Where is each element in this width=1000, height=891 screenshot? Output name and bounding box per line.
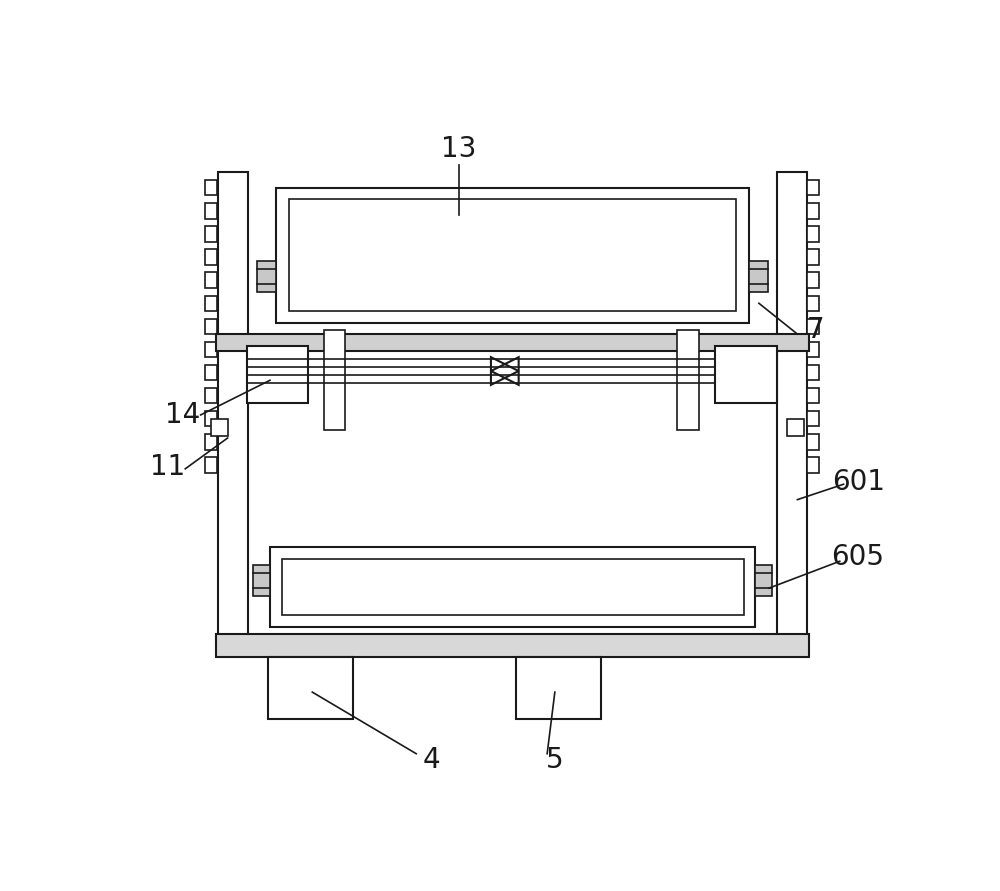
Text: 7: 7 [806,316,824,344]
Bar [807,226,819,241]
Bar [257,261,276,291]
Bar [289,200,736,311]
Bar [216,334,809,351]
Bar [807,342,819,357]
Bar [324,331,345,430]
Bar [516,658,601,719]
Bar [807,296,819,311]
Bar [205,273,217,288]
Bar [807,273,819,288]
Bar [205,180,217,195]
Bar [205,434,217,450]
Bar [807,249,819,265]
Bar [247,346,308,404]
Bar [807,434,819,450]
Bar [807,388,819,404]
Bar [253,565,270,596]
Bar [205,203,217,218]
Bar [268,658,353,719]
Text: 14: 14 [165,401,201,429]
Bar [205,388,217,404]
Bar [807,319,819,334]
Bar [216,634,809,658]
Bar [205,226,217,241]
Text: 605: 605 [831,544,884,571]
Bar [270,547,755,626]
Bar [218,172,248,642]
Bar [282,559,744,615]
Bar [807,411,819,427]
Bar [755,565,772,596]
Bar [205,365,217,380]
Bar [807,457,819,472]
Bar [205,411,217,427]
Bar [205,319,217,334]
Bar [205,457,217,472]
Bar [807,203,819,218]
Bar [715,346,777,404]
Bar [807,180,819,195]
Bar [807,365,819,380]
Bar [677,331,699,430]
Bar [777,172,807,642]
Bar [749,261,768,291]
Bar [211,419,228,436]
Text: 5: 5 [546,746,564,774]
Text: 601: 601 [832,468,886,496]
Bar [205,296,217,311]
Bar [205,249,217,265]
Bar [787,419,804,436]
Text: 4: 4 [423,746,440,774]
Bar [276,188,749,323]
Bar [205,342,217,357]
Text: 13: 13 [441,135,476,163]
Text: 11: 11 [150,454,185,481]
